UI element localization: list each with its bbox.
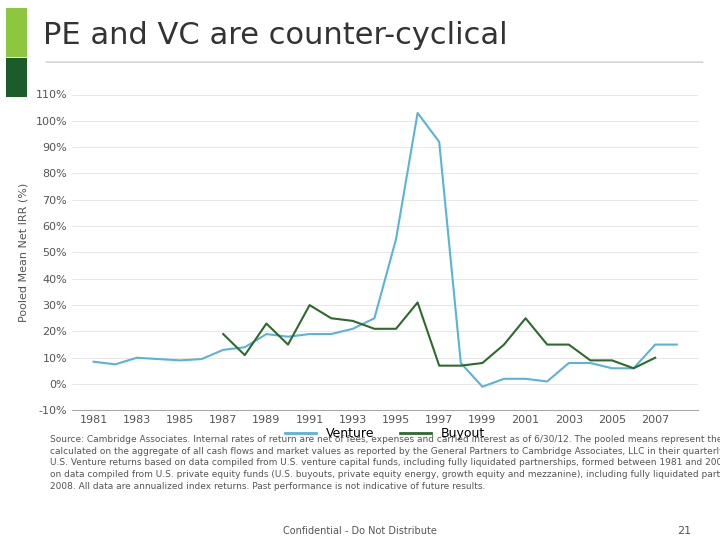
Venture <box>564 360 573 366</box>
Buyout <box>435 362 444 369</box>
Venture <box>672 341 681 348</box>
Y-axis label: Pooled Mean Net IRR (%): Pooled Mean Net IRR (%) <box>19 183 29 322</box>
Venture <box>197 356 206 362</box>
Venture <box>262 331 271 338</box>
Venture <box>370 315 379 321</box>
Line: Venture: Venture <box>94 113 677 387</box>
Legend: Venture, Buyout: Venture, Buyout <box>280 422 490 445</box>
Buyout <box>500 341 508 348</box>
Buyout <box>478 360 487 366</box>
Buyout <box>543 341 552 348</box>
Venture <box>89 359 98 365</box>
Venture <box>305 331 314 338</box>
Buyout <box>262 320 271 327</box>
Text: U.S Buyout and Venture Performance: U.S Buyout and Venture Performance <box>171 70 492 85</box>
Venture <box>608 365 616 372</box>
Venture <box>413 110 422 116</box>
Venture <box>629 365 638 372</box>
Venture <box>521 376 530 382</box>
Buyout <box>305 302 314 308</box>
Venture <box>586 360 595 366</box>
Buyout <box>413 299 422 306</box>
Buyout <box>586 357 595 363</box>
Buyout <box>370 326 379 332</box>
Venture <box>219 347 228 353</box>
Buyout <box>521 315 530 321</box>
Venture <box>651 341 660 348</box>
Venture <box>456 360 465 366</box>
Venture <box>348 326 357 332</box>
Venture <box>154 356 163 362</box>
Buyout <box>456 362 465 369</box>
Venture <box>435 139 444 145</box>
Line: Buyout: Buyout <box>223 302 655 368</box>
Venture <box>500 376 508 382</box>
Venture <box>176 357 184 363</box>
Buyout <box>608 357 616 363</box>
Buyout <box>240 352 249 359</box>
Venture <box>478 383 487 390</box>
Buyout <box>564 341 573 348</box>
Venture <box>240 344 249 350</box>
Venture <box>111 361 120 368</box>
Venture <box>543 378 552 384</box>
Buyout <box>284 341 292 348</box>
Buyout <box>219 331 228 338</box>
Buyout <box>327 315 336 321</box>
Text: Confidential - Do Not Distribute: Confidential - Do Not Distribute <box>283 525 437 536</box>
Buyout <box>629 365 638 372</box>
Buyout <box>348 318 357 324</box>
Text: PE and VC are counter-cyclical: PE and VC are counter-cyclical <box>43 21 508 50</box>
Text: Source: Cambridge Associates. Internal rates of return are net of fees, expenses: Source: Cambridge Associates. Internal r… <box>50 435 720 491</box>
Venture <box>132 355 141 361</box>
Buyout <box>651 355 660 361</box>
Buyout <box>392 326 400 332</box>
Venture <box>327 331 336 338</box>
Venture <box>284 334 292 340</box>
Text: 21: 21 <box>677 525 691 536</box>
Venture <box>392 236 400 242</box>
